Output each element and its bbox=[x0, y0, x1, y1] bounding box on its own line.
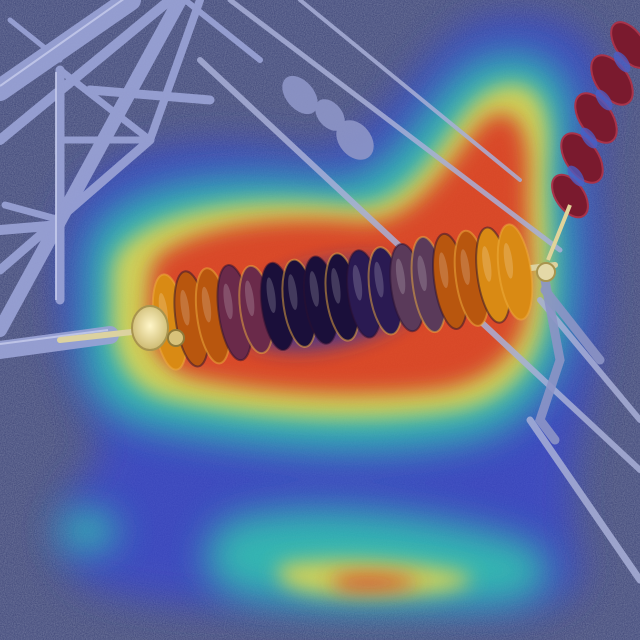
insulator-disc-highlight bbox=[352, 264, 363, 301]
transmission-tower bbox=[0, 0, 263, 359]
hanging-hardware bbox=[534, 275, 605, 445]
insulator-disc-highlight bbox=[503, 242, 514, 279]
insulator-disc-highlight bbox=[438, 252, 449, 289]
insulator-disc-highlight bbox=[482, 246, 492, 282]
tower-highlights bbox=[0, 0, 125, 345]
insulator-disc-highlight bbox=[288, 274, 298, 310]
insulator-disc-highlight bbox=[309, 271, 319, 307]
insulator-disc-highlight bbox=[460, 249, 470, 285]
insulator-disc-highlight bbox=[374, 261, 384, 298]
insulator-string bbox=[57, 223, 558, 371]
insulator-disc-highlight bbox=[266, 277, 276, 314]
insulator-disc-highlight bbox=[180, 289, 190, 326]
insulator-disc-highlight bbox=[223, 283, 233, 320]
insulator-disc-highlight bbox=[244, 280, 255, 317]
insulator-disc-highlight bbox=[417, 255, 427, 292]
upper-clamp bbox=[282, 75, 374, 160]
insulator-disc-highlight bbox=[331, 267, 341, 304]
insulator-end-cap bbox=[131, 305, 169, 351]
insulator-disc-highlight bbox=[201, 286, 212, 323]
insulator-disc-highlight bbox=[395, 258, 406, 295]
right-insulator-string bbox=[546, 21, 640, 261]
insulator-disc bbox=[496, 223, 534, 321]
